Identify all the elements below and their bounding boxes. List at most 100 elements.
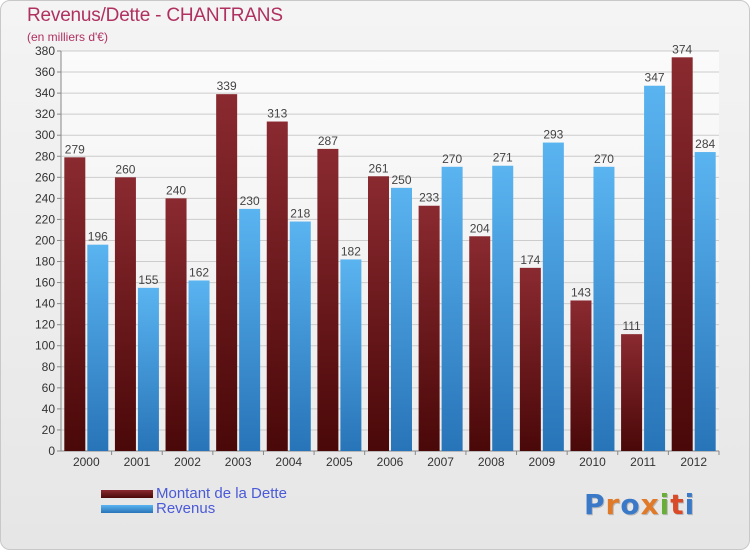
bar-revenus (542, 142, 564, 451)
y-tick-label: 140 (35, 297, 55, 311)
y-tick-label: 260 (35, 170, 55, 184)
data-label-revenus: 162 (189, 265, 209, 279)
bar-revenus (492, 165, 514, 451)
logo-letter: o (620, 488, 641, 521)
x-tick-label: 2012 (680, 455, 707, 469)
legend-swatch-dette (101, 490, 153, 498)
bar-revenus (239, 208, 261, 451)
x-tick-label: 2001 (124, 455, 151, 469)
legend-item-revenus: Revenus (101, 500, 341, 518)
data-label-dette: 174 (520, 253, 540, 267)
y-tick-label: 120 (35, 318, 55, 332)
data-label-dette: 339 (217, 79, 237, 93)
bar-dette (317, 148, 339, 452)
x-tick-label: 2004 (275, 455, 302, 469)
y-tick-label: 280 (35, 149, 55, 163)
y-tick-label: 60 (42, 381, 56, 395)
x-tick-label: 2002 (174, 455, 201, 469)
bar-revenus (391, 187, 412, 451)
bar-dette (266, 121, 288, 452)
y-tick-label: 100 (35, 339, 55, 353)
data-label-dette: 111 (622, 319, 641, 333)
proxiti-logo: Proxiti (584, 488, 695, 521)
x-tick-label: 2005 (326, 455, 353, 469)
x-tick-label: 2010 (579, 455, 606, 469)
y-tick-label: 240 (35, 191, 55, 205)
bar-revenus (87, 244, 109, 451)
data-label-dette: 287 (318, 134, 338, 148)
bar-dette (64, 157, 86, 451)
data-label-revenus: 196 (88, 230, 108, 244)
y-tick-label: 320 (35, 107, 55, 121)
y-tick-label: 180 (35, 255, 55, 269)
y-tick-label: 200 (35, 233, 55, 247)
x-tick-label: 2008 (478, 455, 505, 469)
y-tick-label: 220 (35, 212, 55, 226)
bar-revenus (593, 166, 615, 451)
legend-label-revenus: Revenus (156, 500, 216, 517)
data-label-revenus: 270 (594, 152, 614, 166)
data-label-revenus: 347 (645, 71, 665, 85)
data-label-dette: 261 (368, 161, 388, 175)
y-tick-label: 380 (35, 44, 55, 58)
bar-dette (519, 267, 541, 451)
bar-dette (671, 57, 693, 451)
y-tick-label: 160 (35, 276, 55, 290)
data-label-dette: 204 (470, 221, 490, 235)
x-tick-label: 2009 (528, 455, 555, 469)
data-label-dette: 374 (672, 42, 692, 56)
data-label-revenus: 155 (138, 273, 158, 287)
x-tick-label: 2000 (73, 455, 100, 469)
legend-label-dette: Montant de la Dette (156, 485, 287, 502)
chart-subtitle: (en milliers d'€) (27, 30, 108, 44)
data-label-revenus: 271 (493, 151, 513, 165)
y-tick-label: 300 (35, 128, 55, 142)
x-tick-label: 2006 (377, 455, 404, 469)
chart-title: Revenus/Dette - CHANTRANS (27, 5, 283, 26)
x-tick-label: 2007 (427, 455, 454, 469)
legend-item-dette: Montant de la Dette (101, 485, 341, 503)
bar-dette (368, 176, 389, 451)
bar-dette (165, 198, 187, 451)
bar-revenus (694, 152, 716, 452)
logo-letter: i (659, 488, 671, 521)
bar-revenus (289, 221, 311, 451)
logo-letter: r (605, 488, 621, 521)
data-label-dette: 279 (65, 142, 85, 156)
bar-revenus (644, 85, 666, 451)
y-tick-label: 20 (42, 423, 56, 437)
x-tick-label: 2003 (225, 455, 252, 469)
data-label-revenus: 218 (290, 207, 310, 221)
data-label-revenus: 230 (240, 194, 260, 208)
bar-dette (418, 205, 440, 451)
bar-dette (570, 300, 592, 451)
bar-revenus (137, 287, 159, 451)
y-tick-label: 80 (42, 360, 56, 374)
y-tick-label: 0 (48, 444, 55, 458)
bar-revenus (441, 166, 463, 451)
data-label-revenus: 182 (341, 244, 361, 258)
bar-revenus (188, 280, 210, 451)
data-label-dette: 260 (115, 162, 135, 176)
bar-dette (216, 94, 238, 451)
data-label-dette: 240 (166, 183, 186, 197)
data-label-dette: 233 (419, 191, 439, 205)
data-label-dette: 143 (571, 285, 591, 299)
logo-letter: P (584, 488, 606, 521)
y-tick-label: 340 (35, 86, 55, 100)
y-tick-label: 360 (35, 65, 55, 79)
bar-dette (621, 334, 643, 451)
plot-area (61, 51, 719, 451)
legend-swatch-revenus (101, 505, 153, 513)
bar-dette (114, 177, 136, 451)
logo-letter: t (670, 488, 685, 521)
data-label-revenus: 270 (442, 152, 462, 166)
bar-revenus (340, 259, 362, 451)
data-label-dette: 313 (267, 107, 287, 121)
data-label-revenus: 284 (695, 137, 715, 151)
bar-dette (469, 236, 491, 451)
data-label-revenus: 250 (391, 173, 411, 187)
data-label-revenus: 293 (543, 128, 563, 142)
